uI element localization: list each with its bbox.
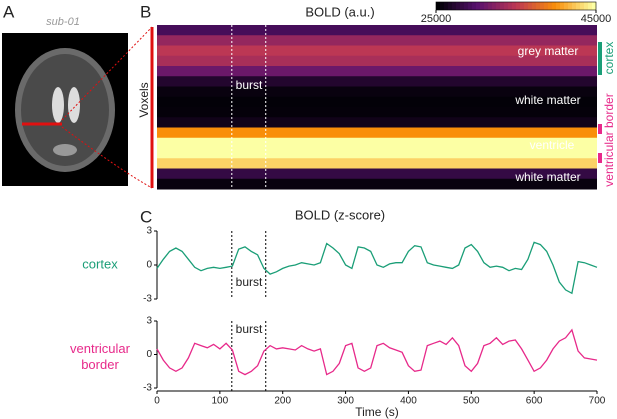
colorbar-cell: [532, 2, 537, 10]
heatmap-row: [157, 35, 597, 46]
colorbar-cell: [460, 2, 465, 10]
colorbar-cell: [584, 2, 589, 10]
y-tick-label: 0: [146, 260, 152, 271]
heatmap-row: [157, 107, 597, 118]
colorbar-cell: [520, 2, 525, 10]
colorbar-cell: [516, 2, 521, 10]
colorbar-cell: [556, 2, 561, 10]
heatmap-title: BOLD (a.u.): [305, 4, 374, 19]
tissue-label: white matter: [514, 93, 580, 107]
colorbar-cell: [456, 2, 461, 10]
heatmap-row: [157, 127, 597, 139]
x-tick-label: 100: [212, 396, 229, 407]
y-tick-label: 3: [146, 316, 152, 327]
colorbar-cell: [448, 2, 453, 10]
colorbar-cell: [540, 2, 545, 10]
tissue-label: grey matter: [518, 44, 579, 58]
series-line: [156, 241, 598, 295]
colorbar-cell: [576, 2, 581, 10]
heatmap-row: [157, 45, 597, 57]
y-tick-label: -3: [143, 294, 152, 305]
x-tick-label: 500: [463, 396, 480, 407]
y-axis-label: Voxels: [137, 82, 151, 117]
colorbar-cell: [504, 2, 509, 10]
series-label: cortex: [82, 256, 118, 271]
colorbar-cell: [476, 2, 481, 10]
colorbar-cell: [560, 2, 565, 10]
burst-label: burst: [236, 275, 263, 289]
colorbar-cell: [484, 2, 489, 10]
heatmap-row: [157, 25, 597, 36]
tissue-label: ventricle: [530, 138, 575, 152]
colorbar-cell: [452, 2, 457, 10]
colorbar-cell: [492, 2, 497, 10]
colorbar-cell: [468, 2, 473, 10]
series-label: ventricular border: [70, 341, 131, 372]
region-bar: [598, 42, 602, 75]
panel-label: B: [140, 2, 151, 21]
colorbar-cell: [500, 2, 505, 10]
colorbar-cell: [524, 2, 529, 10]
colorbar-cell: [488, 2, 493, 10]
colorbar-cell: [592, 2, 597, 10]
y-tick-label: 0: [146, 349, 152, 360]
heatmap-row: [157, 168, 597, 180]
brain-image: [2, 26, 154, 189]
heatmap-row: [157, 55, 597, 67]
colorbar-cell: [512, 2, 517, 10]
colorbar-cell: [472, 2, 477, 10]
colorbar-cell: [436, 2, 441, 10]
colorbar-cell: [508, 2, 513, 10]
colorbar-cell: [552, 2, 557, 10]
colorbar-frame: [435, 1, 597, 11]
burst-label: burst: [236, 78, 263, 92]
colorbar-cell: [528, 2, 533, 10]
colorbar-cell: [536, 2, 541, 10]
series-line: [156, 328, 598, 376]
colorbar-cell: [444, 2, 449, 10]
tissue-label: white matter: [514, 170, 580, 184]
colorbar-cell: [464, 2, 469, 10]
region-label: ventricular border: [602, 93, 616, 186]
heatmap-row: [157, 66, 597, 77]
colorbar-cell: [568, 2, 573, 10]
y-tick-label: 3: [146, 226, 152, 237]
x-axis-label: Time (s): [355, 405, 399, 419]
colorbar-tick-label: 25000: [421, 13, 452, 25]
colorbar-cell: [564, 2, 569, 10]
region-bar: [598, 153, 602, 163]
heatmap-row: [157, 137, 597, 149]
colorbar-cell: [544, 2, 549, 10]
heatmap-row: [157, 178, 597, 190]
colorbar-cell: [496, 2, 501, 10]
x-tick-label: 600: [526, 396, 543, 407]
x-tick-label: 200: [274, 396, 291, 407]
y-tick-label: -3: [143, 383, 152, 394]
colorbar-cell: [588, 2, 593, 10]
colorbar-cell: [580, 2, 585, 10]
subject-label: sub-01: [46, 16, 80, 28]
region-bar: [598, 124, 602, 134]
heatmap-row: [157, 86, 597, 98]
heatmap-row: [157, 158, 597, 169]
region-label: cortex: [602, 42, 616, 75]
panel-label: C: [140, 207, 152, 226]
chart-title: BOLD (z-score): [295, 207, 385, 222]
panel-label: A: [3, 2, 15, 21]
burst-label: burst: [236, 322, 263, 336]
x-tick-label: 400: [400, 396, 417, 407]
colorbar-cell: [572, 2, 577, 10]
x-tick-label: 300: [337, 396, 354, 407]
heatmap-row: [157, 148, 597, 159]
colorbar-cell: [440, 2, 445, 10]
x-tick-label: 700: [589, 396, 606, 407]
x-tick-label: 0: [154, 396, 160, 407]
heatmap-row: [157, 76, 597, 87]
heatmap-row: [157, 96, 597, 108]
colorbar-cell: [480, 2, 485, 10]
colorbar-cell: [548, 2, 553, 10]
colorbar-tick-label: 45000: [581, 13, 612, 25]
heatmap-row: [157, 117, 597, 128]
